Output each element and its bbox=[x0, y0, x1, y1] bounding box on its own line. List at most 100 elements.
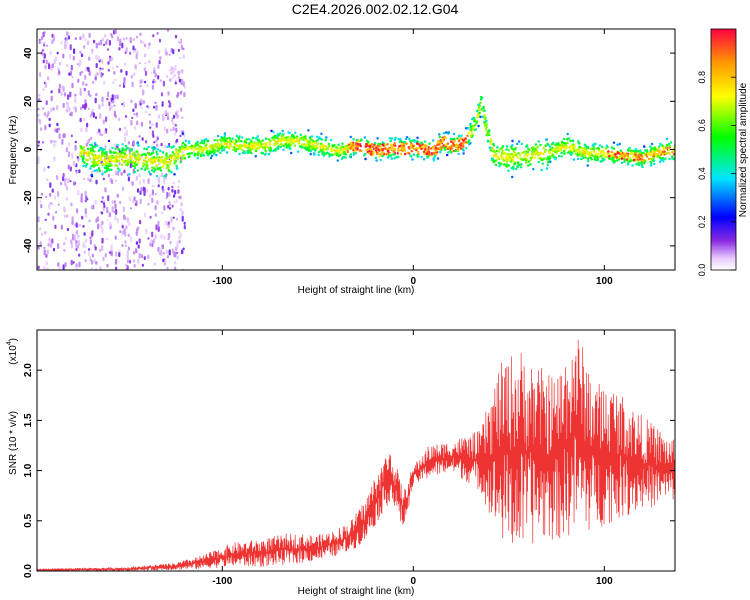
heatmap-cell bbox=[58, 266, 61, 270]
heatmap-cell bbox=[644, 153, 648, 156]
heatmap-cell bbox=[162, 188, 165, 193]
heatmap-cell bbox=[256, 139, 260, 142]
heatmap-cell bbox=[368, 144, 371, 148]
colorbar-gradient bbox=[710, 28, 737, 271]
heatmap-cell bbox=[159, 169, 163, 172]
heatmap-cell bbox=[587, 151, 590, 154]
heatmap-cell bbox=[107, 139, 111, 143]
heatmap-cell bbox=[559, 145, 562, 148]
heatmap-cell bbox=[652, 153, 655, 157]
heatmap-cell bbox=[665, 152, 668, 155]
heatmap-cell bbox=[325, 145, 328, 149]
heatmap-cell bbox=[180, 157, 184, 160]
heatmap-cell bbox=[181, 249, 184, 255]
heatmap-cell bbox=[174, 81, 177, 85]
heatmap-cell bbox=[68, 72, 71, 76]
heatmap-cell bbox=[88, 70, 91, 76]
heatmap-cell bbox=[93, 160, 97, 163]
heatmap-cell bbox=[178, 146, 181, 149]
heatmap-cell bbox=[188, 141, 191, 145]
heatmap-cell bbox=[76, 156, 79, 159]
heatmap-cell bbox=[424, 144, 427, 147]
heatmap-cell bbox=[85, 195, 88, 200]
heatmap-cell bbox=[45, 195, 48, 199]
heatmap-cell bbox=[104, 34, 107, 38]
spectrogram-x-label: Height of straight line (km) bbox=[298, 285, 415, 296]
heatmap-cell bbox=[411, 139, 414, 142]
heatmap-cell bbox=[213, 151, 216, 154]
heatmap-cell bbox=[178, 240, 181, 244]
heatmap-cell bbox=[297, 142, 301, 145]
heatmap-cell bbox=[74, 93, 77, 97]
heatmap-cell bbox=[111, 67, 114, 70]
heatmap-cell bbox=[512, 167, 515, 170]
heatmap-cell bbox=[90, 205, 93, 210]
heatmap-cell bbox=[474, 124, 477, 127]
heatmap-cell bbox=[73, 48, 76, 54]
heatmap-cell bbox=[346, 146, 350, 149]
heatmap-cell bbox=[151, 189, 154, 195]
figure-title: C2E4.2026.002.02.12.G04 bbox=[292, 1, 459, 17]
heatmap-cell bbox=[135, 163, 139, 166]
heatmap-cell bbox=[356, 144, 359, 148]
heatmap-cell bbox=[229, 143, 232, 146]
heatmap-cell bbox=[57, 73, 60, 76]
heatmap-cell bbox=[125, 160, 129, 163]
heatmap-cell bbox=[319, 148, 323, 151]
heatmap-cell bbox=[115, 209, 118, 215]
heatmap-cell bbox=[612, 154, 615, 157]
heatmap-cell bbox=[132, 45, 135, 51]
heatmap-cell bbox=[138, 173, 141, 178]
heatmap-cell bbox=[331, 145, 334, 148]
heatmap-cell bbox=[83, 149, 86, 152]
heatmap-cell bbox=[238, 140, 241, 143]
heatmap-cell bbox=[157, 226, 160, 231]
heatmap-cell bbox=[353, 145, 356, 148]
heatmap-cell bbox=[377, 148, 380, 151]
heatmap-cell bbox=[156, 153, 159, 156]
heatmap-cell bbox=[124, 216, 127, 221]
heatmap-cell bbox=[669, 141, 673, 144]
heatmap-cell bbox=[146, 105, 149, 108]
heatmap-cell bbox=[111, 35, 114, 39]
heatmap-cell bbox=[466, 134, 469, 137]
heatmap-cell bbox=[265, 142, 268, 145]
heatmap-cell bbox=[66, 102, 69, 109]
heatmap-cell bbox=[291, 139, 294, 142]
heatmap-cell bbox=[55, 211, 58, 214]
heatmap-cell bbox=[655, 152, 658, 156]
heatmap-cell bbox=[634, 152, 638, 155]
heatmap-cell bbox=[545, 158, 549, 161]
heatmap-cell bbox=[639, 149, 642, 152]
heatmap-cell bbox=[446, 153, 449, 157]
heatmap-cell bbox=[99, 157, 103, 160]
heatmap-cell bbox=[427, 153, 431, 156]
heatmap-cell bbox=[643, 145, 646, 148]
heatmap-cell bbox=[91, 260, 94, 265]
heatmap-cell bbox=[219, 151, 222, 154]
heatmap-cell bbox=[582, 156, 585, 159]
heatmap-cell bbox=[314, 146, 317, 149]
heatmap-cell bbox=[138, 135, 141, 138]
heatmap-cell bbox=[620, 157, 624, 160]
heatmap-cell bbox=[451, 144, 454, 147]
heatmap-cell bbox=[398, 140, 401, 143]
heatmap-cell bbox=[149, 172, 152, 176]
heatmap-cell bbox=[106, 155, 110, 158]
heatmap-cell bbox=[80, 127, 83, 133]
heatmap-cell bbox=[511, 139, 514, 143]
heatmap-cell bbox=[483, 114, 486, 117]
heatmap-cell bbox=[166, 29, 170, 32]
heatmap-cell bbox=[235, 140, 238, 143]
colorbar-tick-label: 0.0 bbox=[697, 264, 707, 277]
heatmap-cell bbox=[409, 154, 412, 157]
heatmap-cell bbox=[124, 144, 128, 148]
heatmap-cell bbox=[232, 148, 235, 151]
heatmap-cell bbox=[574, 152, 577, 155]
heatmap-cell bbox=[148, 120, 152, 125]
heatmap-cell bbox=[641, 159, 644, 162]
heatmap-cell bbox=[103, 80, 106, 85]
heatmap-cell bbox=[534, 143, 537, 146]
heatmap-cell bbox=[149, 193, 152, 198]
heatmap-cell bbox=[479, 115, 482, 118]
